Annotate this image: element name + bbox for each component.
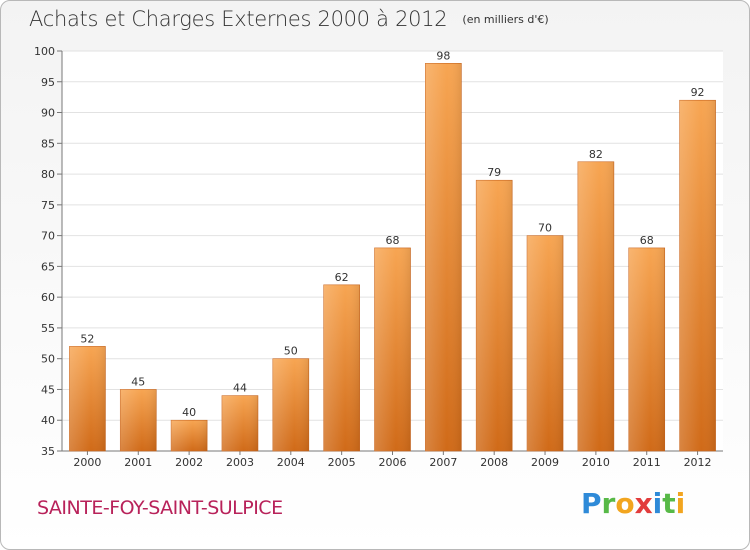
value-label: 92 <box>691 86 705 99</box>
x-tick-label: 2009 <box>531 456 559 469</box>
bar-shade <box>323 284 360 451</box>
bar-shade <box>120 389 157 451</box>
bar-shade <box>577 161 614 451</box>
logo-letter: i <box>675 487 686 520</box>
y-tick-label: 75 <box>41 199 55 212</box>
x-tick-label: 2004 <box>277 456 305 469</box>
value-label: 98 <box>436 49 450 62</box>
x-tick-label: 2007 <box>429 456 457 469</box>
value-label: 62 <box>335 271 349 284</box>
logo-letter: P <box>581 487 602 520</box>
x-tick-label: 2011 <box>633 456 661 469</box>
x-tick-label: 2002 <box>175 456 203 469</box>
logo-letter: x <box>634 487 653 520</box>
bar-shade <box>221 395 258 451</box>
bar-shade <box>425 63 462 452</box>
x-tick-label: 2001 <box>124 456 152 469</box>
x-tick-label: 2008 <box>480 456 508 469</box>
bars <box>69 63 716 452</box>
x-tick-label: 2010 <box>582 456 610 469</box>
value-label: 79 <box>487 166 501 179</box>
bar-shade <box>476 180 513 451</box>
bar-shade <box>628 247 665 451</box>
value-label: 40 <box>182 406 196 419</box>
proxiti-logo: Proxiti <box>581 487 685 520</box>
y-tick-label: 80 <box>41 168 55 181</box>
value-label: 68 <box>386 234 400 247</box>
logo-letter: r <box>601 487 616 520</box>
commune-name: SAINTE-FOY-SAINT-SULPICE <box>37 497 283 519</box>
y-tick-label: 35 <box>41 445 55 458</box>
chart-subtitle: (en milliers d'€) <box>462 13 549 26</box>
y-tick-label: 85 <box>41 137 55 150</box>
y-tick-label: 65 <box>41 260 55 273</box>
labels: 35 40 45 50 55 60 65 70 75 80 85 90 95 100 2000 52 2001 4… <box>34 45 712 469</box>
y-tick-label: 70 <box>41 230 55 243</box>
value-label: 68 <box>640 234 654 247</box>
value-label: 70 <box>538 222 552 235</box>
value-label: 82 <box>589 148 603 161</box>
value-label: 52 <box>80 332 94 345</box>
y-tick-label: 95 <box>41 76 55 89</box>
bar-shade <box>527 235 564 451</box>
logo-letter: i <box>652 487 663 520</box>
y-tick-label: 90 <box>41 107 55 120</box>
y-tick-label: 100 <box>34 45 55 58</box>
chart-title-row: Achats et Charges Externes 2000 à 2012 (… <box>29 7 549 31</box>
y-tick-label: 60 <box>41 291 55 304</box>
value-label: 50 <box>284 345 298 358</box>
x-tick-label: 2005 <box>328 456 356 469</box>
x-tick-label: 2006 <box>379 456 407 469</box>
bar-shade <box>171 420 208 451</box>
value-label: 45 <box>131 375 145 388</box>
logo-letter: o <box>615 487 635 520</box>
y-tick-label: 45 <box>41 383 55 396</box>
bar-shade <box>69 346 106 451</box>
value-label: 44 <box>233 382 247 395</box>
y-tick-label: 40 <box>41 414 55 427</box>
x-tick-label: 2012 <box>684 456 712 469</box>
y-tick-label: 50 <box>41 353 55 366</box>
logo-letter: t <box>662 487 676 520</box>
bar-shade <box>679 100 716 451</box>
x-tick-label: 2000 <box>73 456 101 469</box>
x-tick-label: 2003 <box>226 456 254 469</box>
chart-title: Achats et Charges Externes 2000 à 2012 <box>29 7 448 31</box>
bar-shade <box>374 247 411 451</box>
bar-shade <box>272 358 309 451</box>
y-tick-label: 55 <box>41 322 55 335</box>
